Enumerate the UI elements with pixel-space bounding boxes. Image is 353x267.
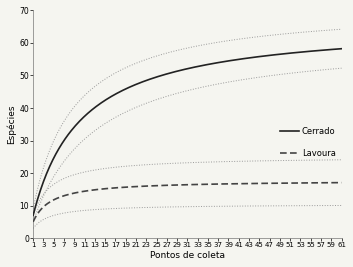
Lavoura [215,182,219,186]
Cerrado [32,210,36,213]
Line: Lavoura: Lavoura [33,183,342,222]
Lavoura [220,182,224,186]
Lavoura [32,218,36,221]
Lavoura [31,220,35,223]
X-axis label: Pontos de coleta: Pontos de coleta [150,251,225,260]
Cerrado [220,60,224,64]
Lavoura [340,181,344,184]
Y-axis label: Espécies: Espécies [7,104,17,144]
Legend: Cerrado, Lavoura: Cerrado, Lavoura [279,125,337,159]
Lavoura [311,181,315,184]
Lavoura [291,182,295,185]
Line: Cerrado: Cerrado [33,49,342,215]
Cerrado [31,214,35,217]
Cerrado [214,61,218,65]
Cerrado [311,49,315,53]
Cerrado [291,51,295,54]
Cerrado [215,61,219,64]
Lavoura [214,182,218,186]
Cerrado [340,47,344,50]
